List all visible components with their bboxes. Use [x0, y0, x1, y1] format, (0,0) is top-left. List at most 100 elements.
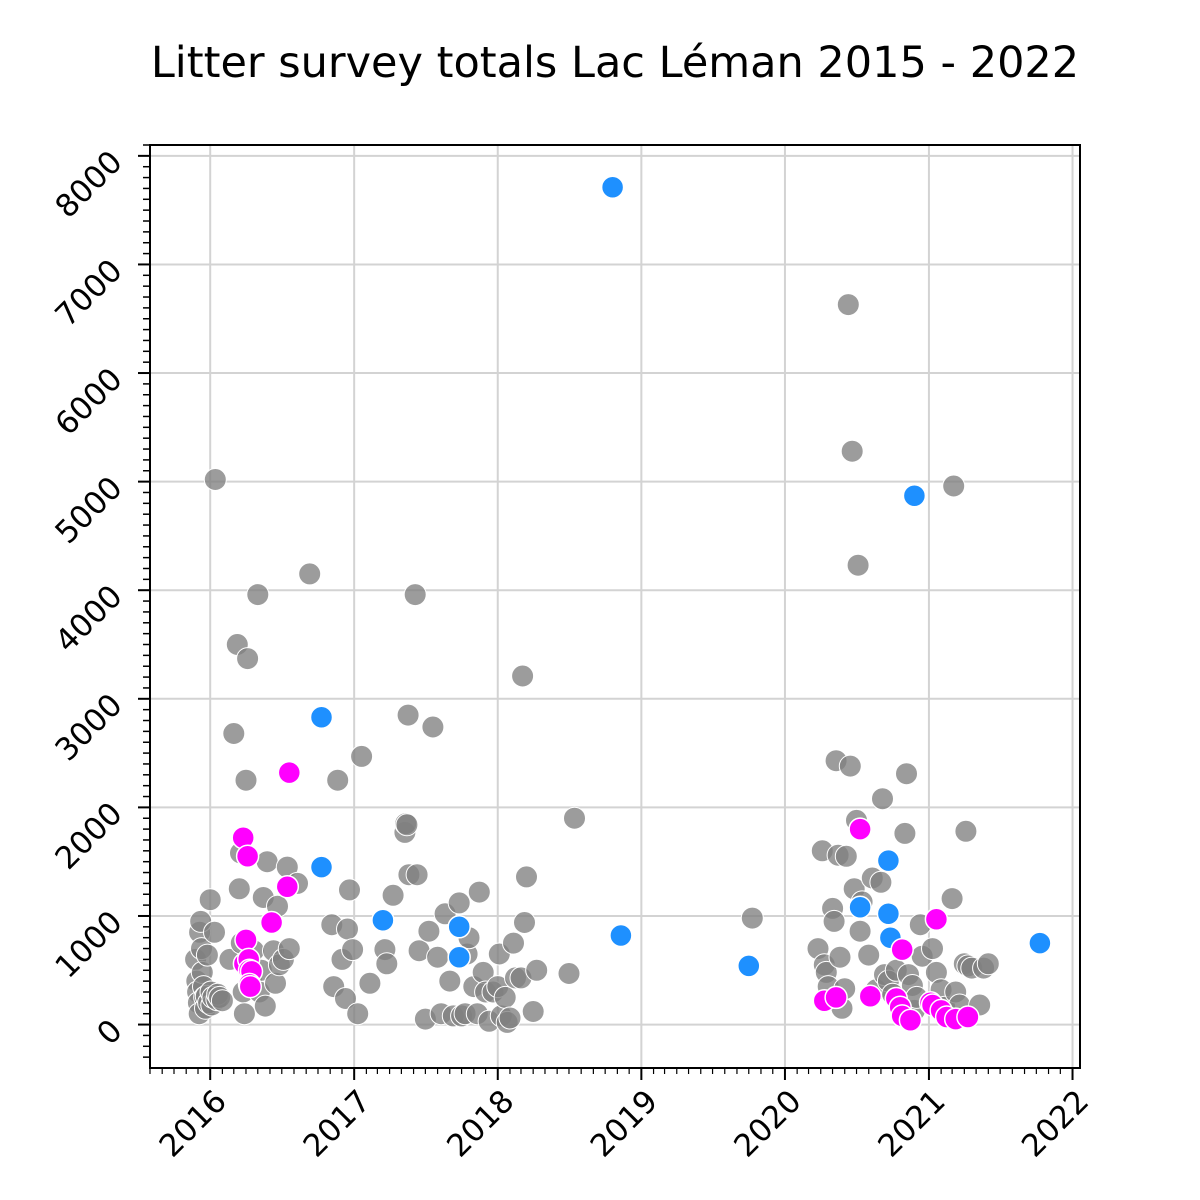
data-point: [890, 937, 914, 962]
data-point: [371, 908, 395, 933]
data-point: [848, 919, 872, 943]
y-tick-label: 7000: [48, 253, 129, 334]
data-point: [396, 703, 420, 727]
data-point: [600, 175, 625, 200]
data-point: [895, 762, 918, 786]
data-point: [557, 962, 581, 985]
data-point: [277, 937, 301, 961]
y-tick-label: 1000: [48, 904, 129, 985]
grid: [150, 145, 1080, 1068]
axes-frame: [149, 144, 1081, 1069]
data-point: [493, 985, 517, 1009]
axis-ticks: [138, 144, 1074, 1080]
data-point: [438, 969, 462, 993]
data-point: [338, 878, 361, 902]
data-point: [236, 647, 260, 671]
data-point: [275, 874, 300, 899]
data-point: [447, 945, 471, 969]
data-point: [447, 915, 471, 939]
x-tick-label: 2019: [584, 1083, 665, 1164]
data-point: [511, 664, 535, 688]
data-point: [876, 902, 901, 926]
data-point: [255, 850, 279, 874]
y-tick-label: 8000: [48, 144, 129, 225]
data-point: [210, 989, 234, 1013]
y-tick-label: 0: [90, 1013, 129, 1052]
x-tick-label: 2020: [727, 1083, 808, 1164]
data-point: [259, 910, 284, 935]
data-point: [203, 468, 227, 491]
data-point: [467, 880, 491, 904]
data-point: [195, 943, 219, 967]
data-point: [521, 1000, 545, 1023]
data-point: [822, 909, 846, 933]
data-point: [358, 971, 382, 995]
data-points: [184, 175, 1052, 1034]
data-point: [326, 768, 350, 792]
x-tick-label: 2022: [1015, 1083, 1096, 1164]
data-point: [227, 877, 251, 901]
data-point: [871, 787, 894, 811]
data-point: [836, 293, 860, 317]
data-point: [513, 911, 536, 934]
data-point: [238, 974, 263, 999]
data-point: [403, 583, 427, 607]
chart-title: Litter survey totals Lac Léman 2015 - 20…: [150, 38, 1080, 88]
data-point: [942, 474, 966, 498]
data-point: [232, 1002, 256, 1026]
data-point: [346, 1002, 370, 1026]
data-point: [502, 931, 525, 955]
data-point: [902, 483, 927, 508]
data-point: [525, 958, 549, 982]
data-point: [740, 906, 764, 930]
data-point: [447, 891, 471, 915]
data-point: [828, 945, 852, 969]
data-point: [426, 945, 450, 969]
data-point: [869, 870, 893, 894]
y-tick-label: 6000: [48, 361, 129, 442]
data-point: [840, 439, 864, 463]
data-point: [198, 888, 222, 912]
data-point: [334, 987, 357, 1010]
data-point: [277, 760, 302, 785]
data-point: [309, 705, 334, 730]
x-tick-label: 2018: [440, 1083, 521, 1164]
data-point: [876, 848, 901, 873]
data-point: [857, 943, 881, 967]
y-tick-label: 2000: [48, 796, 129, 877]
y-tick-label: 3000: [48, 687, 129, 768]
data-point: [298, 562, 322, 586]
data-point: [234, 928, 258, 952]
data-point: [381, 883, 405, 907]
data-point: [848, 817, 872, 841]
data-point: [824, 985, 848, 1010]
data-point: [246, 583, 270, 607]
data-point: [235, 844, 260, 869]
data-point: [498, 1006, 522, 1030]
y-tick-label: 4000: [48, 578, 129, 659]
data-point: [924, 907, 949, 931]
data-point: [858, 984, 883, 1009]
data-point: [956, 1005, 980, 1029]
data-point: [350, 744, 374, 768]
data-point: [834, 844, 858, 868]
data-point: [421, 715, 445, 739]
data-point: [1028, 931, 1052, 955]
data-point: [253, 994, 277, 1018]
data-point: [940, 887, 964, 911]
data-point: [921, 937, 944, 961]
data-point: [417, 919, 441, 943]
data-point: [341, 938, 365, 962]
data-point: [848, 895, 872, 920]
data-point: [563, 806, 586, 830]
data-point: [405, 863, 429, 887]
data-point: [234, 768, 258, 792]
data-point: [846, 553, 870, 577]
data-point: [954, 819, 978, 843]
y-tick-label: 5000: [48, 470, 129, 551]
data-point: [309, 855, 334, 879]
data-point: [609, 923, 633, 948]
x-tick-label: 2017: [297, 1083, 378, 1164]
data-point: [893, 821, 917, 845]
